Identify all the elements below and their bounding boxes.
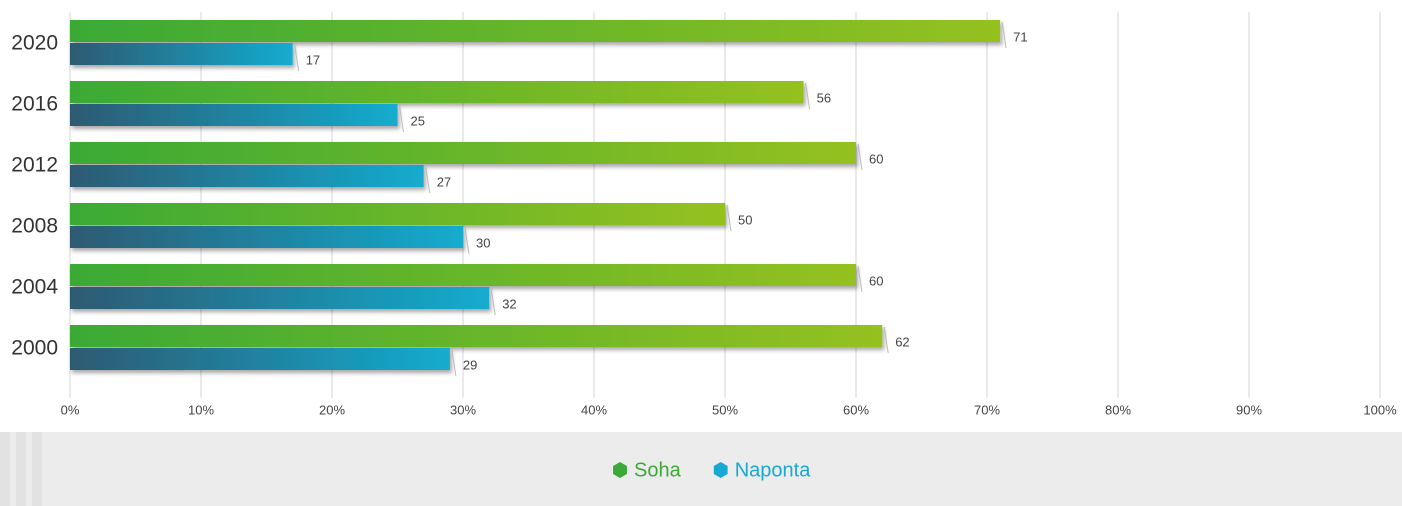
value-label: 32 bbox=[502, 296, 516, 311]
y-tick-label: 2000 bbox=[11, 337, 58, 360]
value-label: 60 bbox=[869, 273, 883, 288]
y-tick-label: 2004 bbox=[11, 276, 58, 299]
x-tick-label: 60% bbox=[843, 402, 869, 417]
legend-label: Naponta bbox=[735, 459, 811, 481]
y-tick-label: 2016 bbox=[11, 93, 58, 116]
y-tick-label: 2020 bbox=[11, 32, 58, 55]
x-tick-label: 100% bbox=[1363, 402, 1397, 417]
value-label: 27 bbox=[437, 174, 451, 189]
value-label: 62 bbox=[895, 334, 909, 349]
legend-stripe bbox=[0, 432, 10, 506]
value-leader bbox=[490, 288, 496, 316]
value-leader bbox=[464, 227, 470, 255]
value-leader bbox=[1001, 21, 1007, 49]
value-label: 60 bbox=[869, 151, 883, 166]
bar bbox=[70, 81, 804, 103]
x-tick-label: 0% bbox=[61, 402, 80, 417]
value-leader bbox=[857, 265, 863, 293]
value-label: 56 bbox=[817, 90, 831, 105]
bar bbox=[70, 264, 856, 286]
y-tick-label: 2008 bbox=[11, 215, 58, 238]
bar bbox=[70, 325, 883, 347]
value-leader bbox=[726, 204, 732, 232]
x-tick-label: 20% bbox=[319, 402, 345, 417]
value-label: 25 bbox=[411, 113, 425, 128]
bar bbox=[70, 20, 1001, 42]
value-leader bbox=[883, 326, 889, 354]
value-label: 71 bbox=[1013, 29, 1027, 44]
x-tick-label: 80% bbox=[1105, 402, 1131, 417]
value-label: 50 bbox=[738, 212, 752, 227]
x-tick-label: 70% bbox=[974, 402, 1000, 417]
value-label: 17 bbox=[306, 52, 320, 67]
value-leader bbox=[425, 166, 431, 194]
bar bbox=[70, 348, 450, 370]
legend-stripe bbox=[32, 432, 42, 506]
bar bbox=[70, 287, 490, 309]
legend-stripe bbox=[16, 432, 26, 506]
value-leader bbox=[451, 349, 457, 377]
legend-marker bbox=[713, 462, 728, 478]
x-tick-label: 10% bbox=[188, 402, 214, 417]
value-leader bbox=[294, 44, 300, 72]
value-leader bbox=[399, 105, 404, 133]
bar bbox=[70, 142, 856, 164]
legend-marker bbox=[613, 462, 627, 478]
x-tick-label: 90% bbox=[1236, 402, 1262, 417]
bar bbox=[70, 104, 398, 126]
legend-label: Soha bbox=[634, 459, 682, 481]
bar bbox=[70, 226, 463, 248]
legend-background bbox=[0, 432, 1402, 506]
x-tick-label: 40% bbox=[581, 402, 607, 417]
bar bbox=[70, 165, 424, 187]
value-label: 30 bbox=[476, 235, 490, 250]
value-leader bbox=[857, 143, 863, 171]
value-label: 29 bbox=[463, 357, 477, 372]
bar bbox=[70, 43, 293, 65]
value-leader bbox=[805, 82, 811, 110]
bar bbox=[70, 203, 725, 225]
x-tick-label: 50% bbox=[712, 402, 738, 417]
x-tick-label: 30% bbox=[450, 402, 476, 417]
y-tick-label: 2012 bbox=[11, 154, 58, 177]
